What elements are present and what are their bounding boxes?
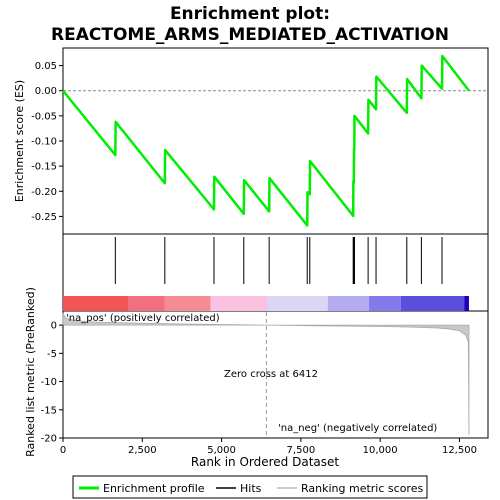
x-tick-label: 10,000 xyxy=(363,445,398,456)
rank-colorbar xyxy=(63,296,469,311)
chart-title-line1: Enrichment plot: xyxy=(170,4,330,24)
x-tick-label: 5,000 xyxy=(207,445,236,456)
na-pos-label: 'na_pos' (positively correlated) xyxy=(66,313,220,324)
es-y-axis: 0.05 0.00 -0.05 -0.10 -0.15 -0.20 -0.25 xyxy=(31,61,63,223)
metric-ytick-label: -20 xyxy=(41,434,57,445)
es-ytick-label: -0.25 xyxy=(31,212,57,223)
x-axis: 0 2,500 5,000 7,500 10,000 12,500 xyxy=(60,438,477,456)
es-curve xyxy=(62,54,470,227)
hit-lines xyxy=(114,237,443,284)
metric-ytick-label: -10 xyxy=(41,377,57,388)
colorbar-segment xyxy=(210,296,268,311)
es-ytick-label: -0.10 xyxy=(31,137,57,148)
colorbar-segment xyxy=(464,296,469,311)
colorbar-segment xyxy=(63,296,129,311)
es-ytick-label: 0.00 xyxy=(35,86,57,97)
x-axis-label: Rank in Ordered Dataset xyxy=(191,455,339,469)
x-tick-label: 7,500 xyxy=(287,445,316,456)
es-axis-label: Enrichment score (ES) xyxy=(13,80,26,202)
es-ytick-label: -0.05 xyxy=(31,111,57,122)
es-ytick-label: -0.15 xyxy=(31,162,57,173)
colorbar-segment xyxy=(164,296,211,311)
colorbar-segment xyxy=(327,296,370,311)
colorbar-segment xyxy=(369,296,401,311)
legend-box xyxy=(72,475,428,499)
colorbar-segment xyxy=(400,296,465,311)
legend-es-label: Enrichment profile xyxy=(103,482,205,495)
es-ytick-label: 0.05 xyxy=(35,61,57,72)
metric-y-axis: 0 -5 -10 -15 -20 xyxy=(41,321,63,445)
legend-metric-label: Ranking metric scores xyxy=(301,482,423,495)
es-ytick-label: -0.20 xyxy=(31,187,57,198)
legend-hits-label: Hits xyxy=(240,482,262,495)
colorbar-segment xyxy=(267,296,328,311)
metric-ytick-label: 0 xyxy=(51,321,57,332)
colorbar-segment xyxy=(128,296,165,311)
es-panel-frame xyxy=(62,47,489,235)
chart-title-line2: REACTOME_ARMS_MEDIATED_ACTIVATION xyxy=(51,25,449,45)
na-neg-label: 'na_neg' (negatively correlated) xyxy=(278,423,437,434)
metric-area-group xyxy=(62,312,470,437)
x-tick-label: 0 xyxy=(60,445,66,456)
metric-axis-label: Ranked list metric (PreRanked) xyxy=(24,287,37,457)
x-tick-label: 2,500 xyxy=(128,445,157,456)
x-tick-label: 12,500 xyxy=(442,445,477,456)
metric-area xyxy=(62,312,470,436)
legend: Enrichment profile Hits Ranking metric s… xyxy=(72,475,428,499)
metric-ytick-label: -15 xyxy=(41,405,57,416)
metric-ytick-label: -5 xyxy=(47,349,57,360)
zero-cross-label: Zero cross at 6412 xyxy=(224,369,318,380)
es-curve-group xyxy=(62,54,470,227)
